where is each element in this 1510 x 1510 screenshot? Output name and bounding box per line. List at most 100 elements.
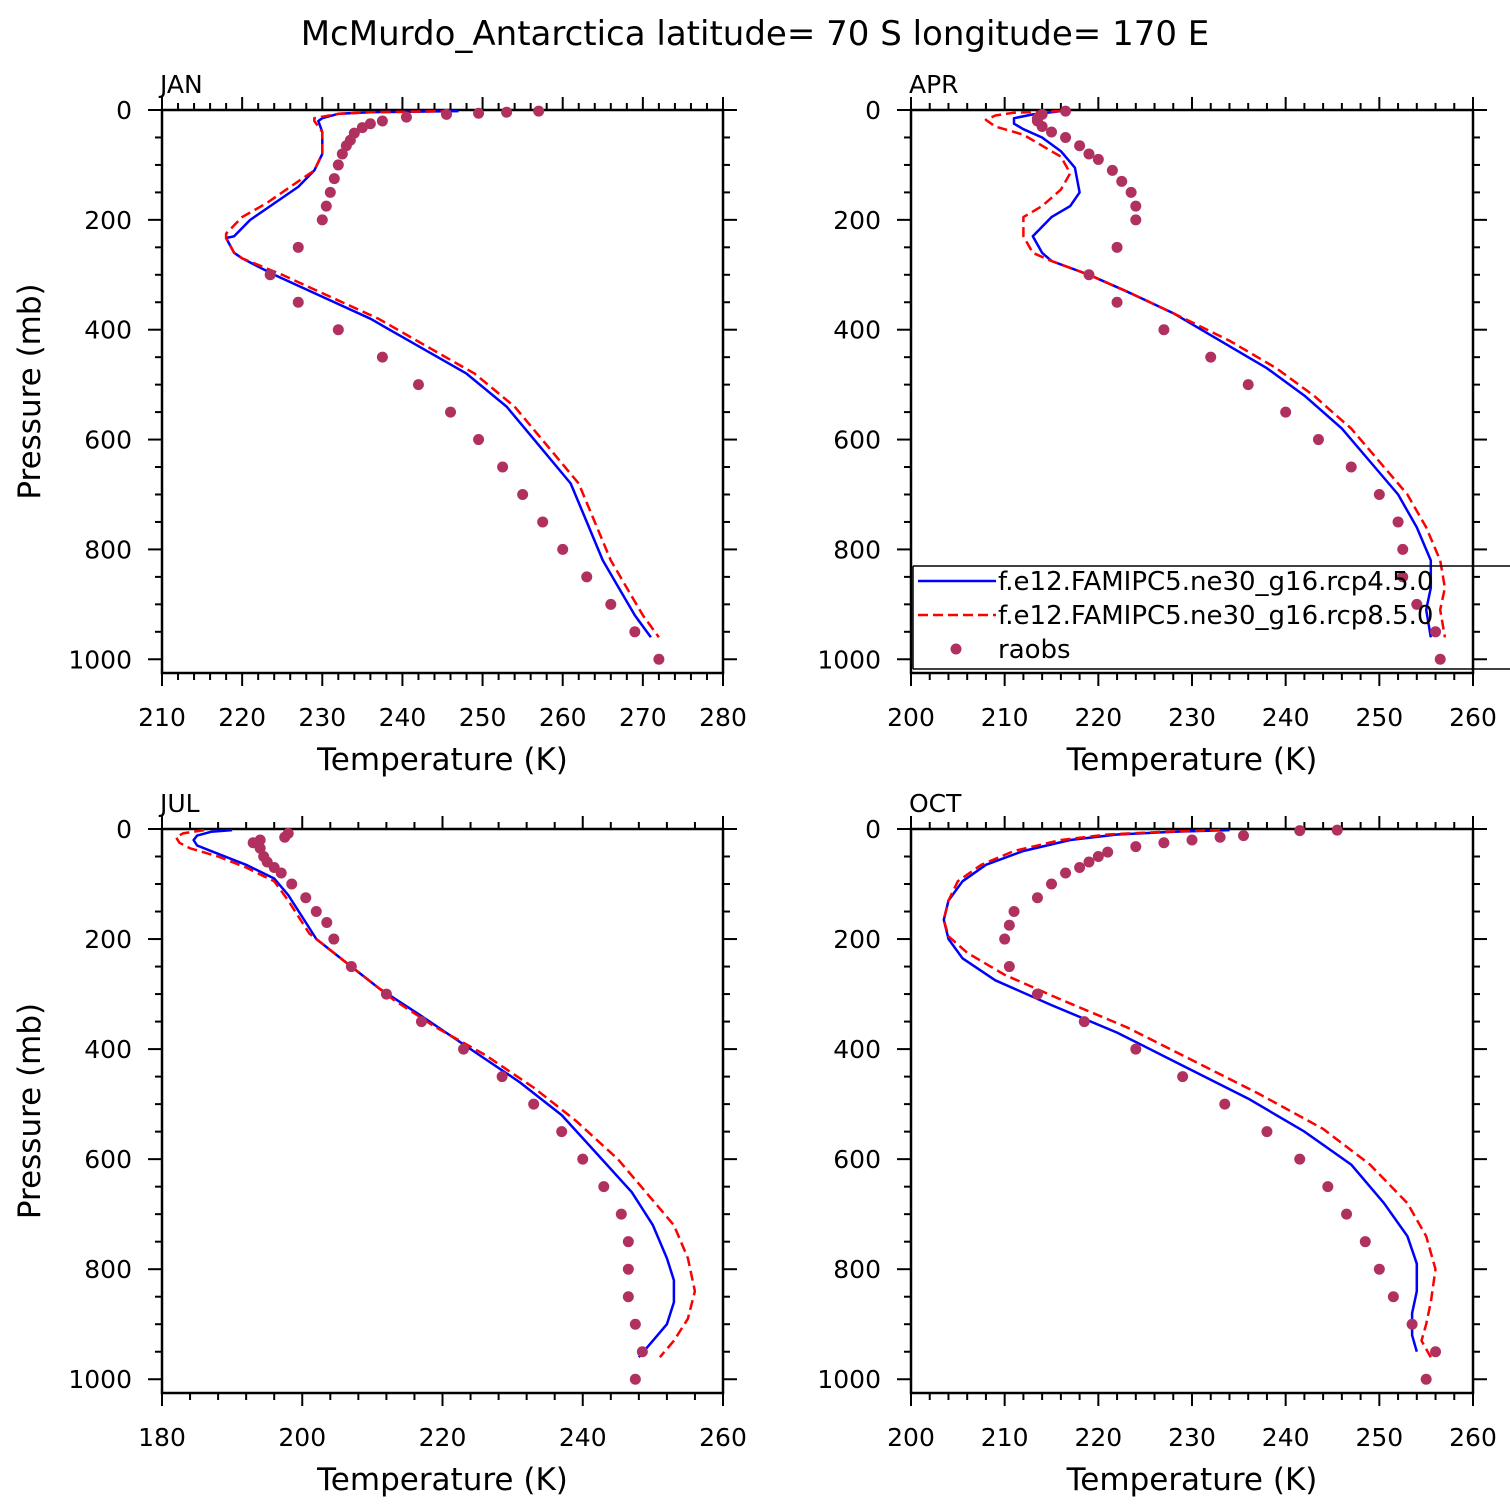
raobs-point xyxy=(1083,856,1095,868)
raobs-point xyxy=(473,107,485,119)
raobs-point xyxy=(1214,831,1226,843)
rcp85-line xyxy=(942,828,1437,1358)
y-tick-label: 800 xyxy=(833,535,881,564)
y-tick-label: 800 xyxy=(833,1255,881,1284)
raobs-point xyxy=(1341,1208,1353,1220)
raobs-point xyxy=(1397,543,1409,555)
rcp85-line xyxy=(984,109,1447,638)
y-tick-label: 400 xyxy=(833,1035,881,1064)
x-axis-title: Temperature (K) xyxy=(316,1462,568,1498)
rcp45-line xyxy=(1012,109,1433,638)
raobs-point xyxy=(653,653,665,665)
raobs-point xyxy=(1130,214,1142,226)
raobs-point xyxy=(275,867,287,879)
x-tick-label: 260 xyxy=(699,1423,747,1452)
rcp45-line xyxy=(942,828,1419,1353)
x-tick-label: 230 xyxy=(298,703,346,732)
raobs-point xyxy=(1261,1126,1273,1138)
raobs-point xyxy=(1434,653,1446,665)
raobs-point xyxy=(328,933,340,945)
x-tick-label: 240 xyxy=(1262,703,1310,732)
panel-jul: JUL 180 200 220 240 260 0 200 400 600 800 1000 Tempe… xyxy=(12,789,747,1498)
x-tick-label: 250 xyxy=(1355,1423,1403,1452)
raobs-point xyxy=(1008,906,1020,918)
x-tick-label: 200 xyxy=(887,703,935,732)
raobs-point xyxy=(328,173,340,185)
raobs-point xyxy=(279,831,291,843)
raobs-point xyxy=(1331,824,1343,836)
x-tick-label: 240 xyxy=(379,703,427,732)
raobs-point xyxy=(1420,1373,1432,1385)
panel-label: JUL xyxy=(158,789,200,818)
raobs-point xyxy=(332,159,344,171)
raobs-point xyxy=(1031,892,1043,904)
panel-label: APR xyxy=(909,70,959,99)
raobs-point xyxy=(321,917,333,929)
rcp45-line xyxy=(192,828,676,1359)
x-tick-label: 220 xyxy=(419,1423,467,1452)
raobs-point xyxy=(356,122,368,134)
x-tick-label: 250 xyxy=(1355,703,1403,732)
panels: JAN 210 220 230 240 250 260 270 280 0 200 400 600 800… xyxy=(12,70,1497,1498)
raobs-point xyxy=(1125,186,1137,198)
raobs-point xyxy=(286,878,298,890)
raobs-point xyxy=(533,105,545,117)
y-tick-label: 1000 xyxy=(817,1365,881,1394)
raobs-point xyxy=(497,461,509,473)
raobs-point xyxy=(615,1208,627,1220)
raobs-point xyxy=(1060,105,1072,117)
raobs-point xyxy=(300,892,312,904)
plot-frame xyxy=(160,108,725,675)
raobs-point xyxy=(400,111,412,123)
y-tick-label: 200 xyxy=(833,206,881,235)
raobs-point xyxy=(254,842,266,854)
raobs-point xyxy=(1111,241,1123,253)
x-tick-label: 230 xyxy=(1168,1423,1216,1452)
x-tick-label: 210 xyxy=(138,703,186,732)
raobs-point xyxy=(1238,830,1250,842)
legend-label: f.e12.FAMIPC5.ne30_g16.rcp4.5.0 xyxy=(998,567,1433,597)
x-tick-label: 220 xyxy=(1074,703,1122,732)
plot-frame xyxy=(160,827,725,1395)
raobs-point xyxy=(1158,324,1170,336)
panel-oct: OCT 200 210 220 230 240 250 260 0 200 400 600 800 100… xyxy=(817,789,1496,1498)
raobs-point xyxy=(473,434,485,446)
x-tick-label: 210 xyxy=(981,703,1029,732)
raobs-point xyxy=(622,1236,634,1248)
raobs-point xyxy=(1430,626,1442,638)
y-axis-title: Pressure (mb) xyxy=(12,1003,48,1219)
raobs-point xyxy=(1294,1153,1306,1165)
raobs-point xyxy=(629,1318,641,1330)
raobs-point xyxy=(598,1181,610,1193)
x-axis-title: Temperature (K) xyxy=(1066,1462,1318,1498)
raobs-point xyxy=(1345,461,1357,473)
raobs-point xyxy=(622,1291,634,1303)
raobs-point xyxy=(622,1263,634,1275)
x-tick-label: 260 xyxy=(1449,703,1497,732)
raobs-point xyxy=(629,1373,641,1385)
raobs-point xyxy=(577,1153,589,1165)
raobs-point xyxy=(336,148,348,160)
raobs-point xyxy=(1205,351,1217,363)
raobs-point xyxy=(1111,296,1123,308)
x-tick-label: 200 xyxy=(278,1423,326,1452)
raobs-point xyxy=(605,598,617,610)
y-tick-label: 0 xyxy=(865,815,881,844)
raobs-point xyxy=(1003,961,1015,973)
raobs-point xyxy=(310,906,322,918)
plot-frame xyxy=(909,827,1475,1395)
x-tick-label: 280 xyxy=(699,703,747,732)
raobs-point xyxy=(1186,834,1198,846)
raobs-point xyxy=(1060,131,1072,143)
x-tick-label: 260 xyxy=(539,703,587,732)
raobs-point xyxy=(412,379,424,391)
rcp85-line xyxy=(224,109,660,639)
y-tick-label: 0 xyxy=(865,96,881,125)
raobs-point xyxy=(1031,988,1043,1000)
raobs-point xyxy=(415,1016,427,1028)
raobs-point xyxy=(496,1071,508,1083)
y-tick-label: 800 xyxy=(84,535,132,564)
y-tick-label: 1000 xyxy=(68,1365,132,1394)
raobs-point xyxy=(376,351,388,363)
y-tick-label: 0 xyxy=(116,96,132,125)
